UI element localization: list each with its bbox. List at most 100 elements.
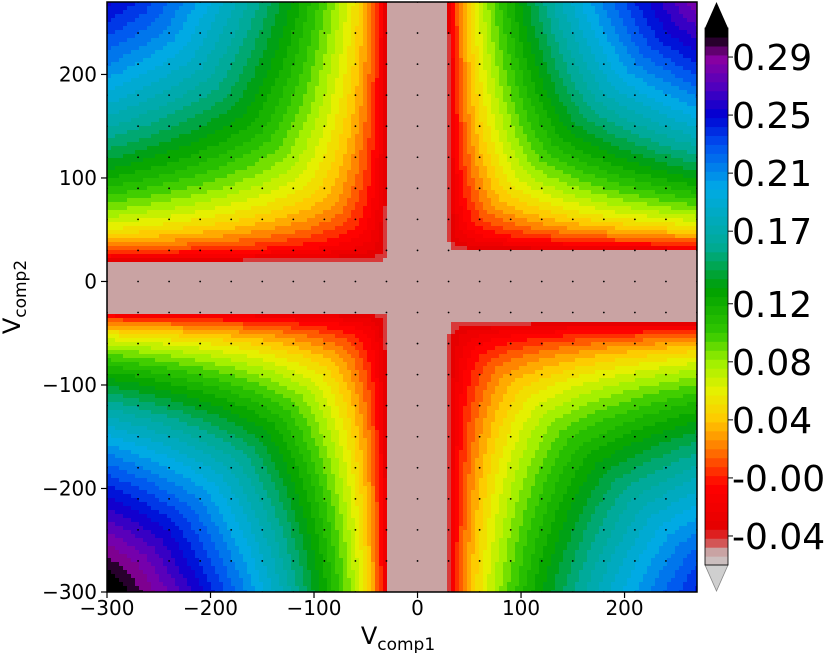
sample-point [354, 218, 357, 221]
sample-point [385, 63, 388, 66]
sample-point [540, 32, 543, 34]
sample-point [478, 466, 481, 469]
sample-point [292, 373, 295, 376]
colorbar-segment [705, 36, 728, 47]
colorbar-segment [705, 54, 728, 65]
colorbar-segment [705, 233, 728, 244]
sample-point [509, 435, 512, 438]
sample-point [230, 560, 233, 562]
sample-point [292, 404, 295, 407]
sample-point [230, 249, 233, 252]
sample-point [137, 435, 139, 438]
sample-point [354, 63, 357, 66]
sample-point [447, 435, 450, 438]
sample-point [602, 466, 605, 469]
sample-point [509, 125, 512, 128]
sample-point [323, 466, 326, 469]
sample-point [292, 94, 295, 97]
colorbar-segment [705, 538, 728, 548]
sample-point [447, 528, 450, 531]
sample-point [354, 32, 357, 34]
sample-point [292, 280, 295, 283]
sample-point [323, 373, 326, 376]
sample-point [416, 497, 419, 500]
sample-point [354, 187, 357, 190]
sample-point [478, 342, 481, 345]
sample-point [261, 63, 264, 66]
sample-point [633, 466, 636, 469]
sample-point [261, 249, 264, 252]
colorbar-segment [705, 502, 728, 512]
sample-point [633, 342, 636, 345]
sample-point [540, 125, 543, 128]
sample-point [137, 311, 139, 314]
sample-point [478, 63, 481, 66]
sample-point [416, 156, 419, 159]
colorbar-segment [705, 99, 728, 110]
sample-point [199, 280, 202, 283]
colorbar-extend-max [705, 2, 728, 28]
sample-point [199, 125, 202, 128]
x-tick-label: −100 [287, 596, 342, 620]
sample-point [261, 125, 264, 128]
sample-point [540, 280, 543, 283]
colorbar-segment [705, 251, 728, 262]
sample-point [261, 560, 264, 562]
sample-point [323, 249, 326, 252]
colorbar-extend-min [704, 564, 729, 592]
x-tick-label: 100 [502, 596, 540, 620]
contour-plot-area [107, 2, 697, 592]
sample-point [540, 187, 543, 190]
sample-point [571, 63, 574, 66]
sample-point [540, 466, 543, 469]
sample-point [478, 249, 481, 252]
sample-point [478, 218, 481, 221]
colorbar-segment [705, 412, 728, 423]
colorbar-segment [705, 403, 728, 414]
sample-point [602, 218, 605, 221]
colorbar-segment [705, 90, 728, 101]
y-tick-label: 100 [59, 166, 97, 190]
sample-point [509, 156, 512, 159]
sample-point [230, 32, 233, 34]
sample-point [633, 280, 636, 283]
sample-point [261, 466, 264, 469]
sample-point [137, 249, 139, 252]
sample-point [540, 342, 543, 345]
sample-point [385, 497, 388, 500]
y-tick-label: −100 [42, 373, 97, 397]
sample-point [447, 156, 450, 159]
sample-point [323, 311, 326, 314]
sample-point [571, 497, 574, 500]
colorbar-segment [705, 215, 728, 226]
sample-point [292, 32, 295, 34]
sample-point [137, 560, 139, 562]
sample-point [168, 311, 171, 314]
sample-point [633, 94, 636, 97]
sample-point [230, 435, 233, 438]
sample-point [416, 94, 419, 97]
sample-point [447, 187, 450, 190]
sample-point [509, 218, 512, 221]
sample-point [633, 218, 636, 221]
sample-point [540, 373, 543, 376]
sample-point [323, 342, 326, 345]
colorbar-segment [705, 314, 728, 324]
sample-point [571, 249, 574, 252]
sample-point [292, 497, 295, 500]
colorbar-segment [705, 359, 728, 369]
sample-point [385, 156, 388, 159]
sample-point [447, 249, 450, 252]
colorbar-segment [705, 466, 728, 477]
sample-point [571, 528, 574, 531]
sample-point [478, 560, 481, 562]
sample-point [137, 373, 139, 376]
plot-frame [106, 1, 698, 593]
sample-point [292, 435, 295, 438]
sample-point [199, 187, 202, 190]
sample-point [137, 94, 139, 97]
colorbar-segment [705, 520, 728, 530]
colorbar-segment [705, 493, 728, 503]
sample-point [199, 218, 202, 221]
